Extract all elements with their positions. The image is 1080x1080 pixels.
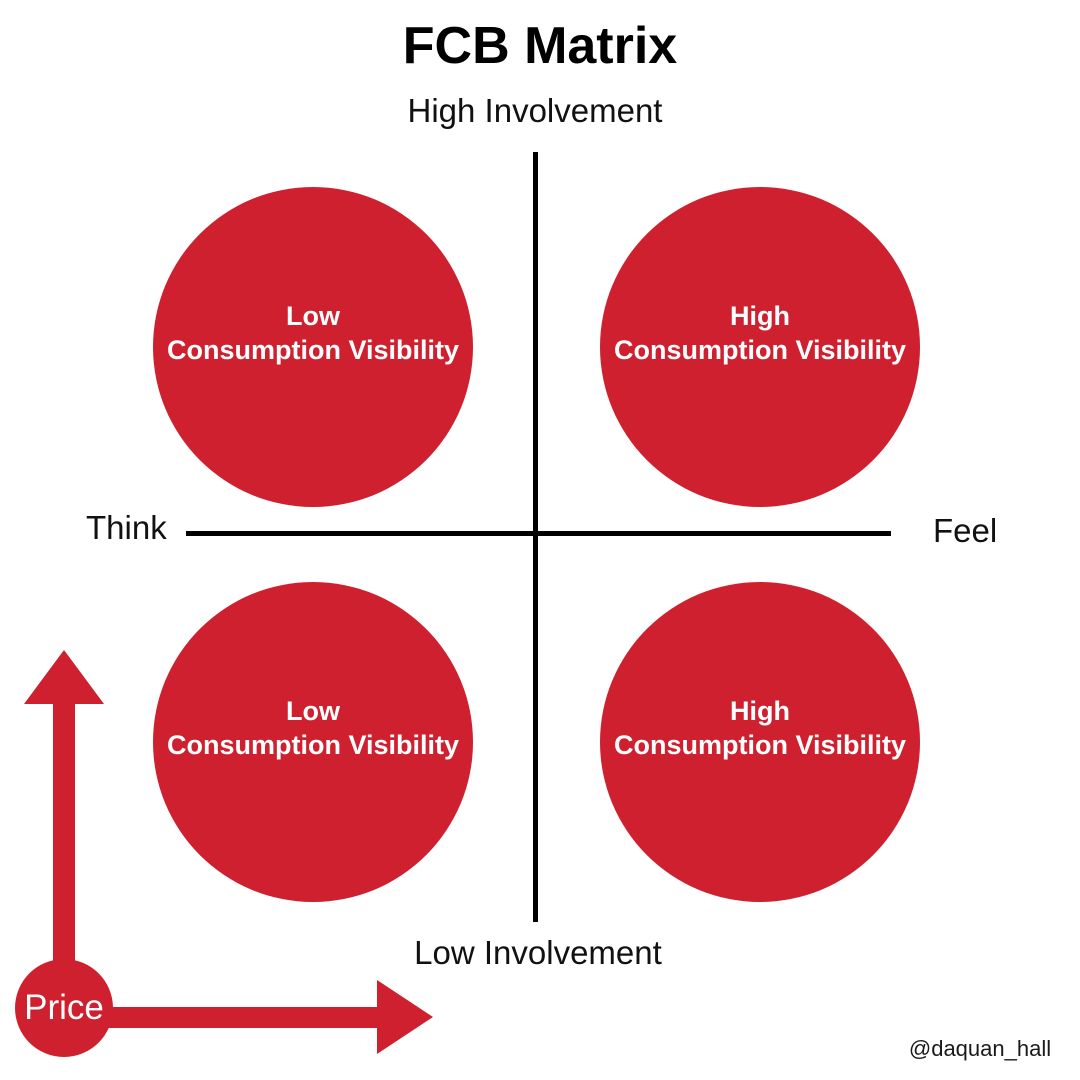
price-axis-arrows [15,650,433,1057]
quadrant-line1: High [730,696,790,726]
quadrant-line2: Consumption Visibility [613,730,907,760]
horizontal-axis-line [186,531,891,536]
quadrant-text: Low Consumption Visibility [167,299,459,367]
axis-label-think: Think [86,509,167,546]
quadrant-line2: Consumption Visibility [166,335,460,365]
price-circle [15,959,113,1057]
axis-label-feel: Feel [933,512,998,549]
quadrant-circle-top-left: Low Consumption Visibility [153,187,473,507]
quadrant-line2: Consumption Visibility [613,335,907,365]
axis-label-low-involvement: Low Involvement [414,934,662,971]
vertical-axis-line [533,152,538,922]
price-up-arrow-head-icon [24,650,104,704]
quadrant-circle-bottom-right: High Consumption Visibility [600,582,920,902]
quadrant-text: High Consumption Visibility [614,299,906,367]
quadrant-circle-bottom-left: Low Consumption Visibility [153,582,473,902]
price-up-arrow-shaft [53,700,75,1007]
price-right-arrow-head-icon [377,980,433,1054]
price-right-arrow-shaft [64,1007,378,1028]
price-axis-label: Price [24,988,104,1027]
watermark: @daquan_hall [908,1036,1052,1061]
quadrant-circle-top-right: High Consumption Visibility [600,187,920,507]
quadrant-line1: Low [286,696,340,726]
axis-label-high-involvement: High Involvement [407,92,663,129]
quadrant-line1: High [730,301,790,331]
page-title: FCB Matrix [402,17,678,75]
quadrant-line2: Consumption Visibility [166,730,460,760]
quadrant-text: High Consumption Visibility [614,694,906,762]
quadrant-text: Low Consumption Visibility [167,694,459,762]
quadrant-line1: Low [286,301,340,331]
